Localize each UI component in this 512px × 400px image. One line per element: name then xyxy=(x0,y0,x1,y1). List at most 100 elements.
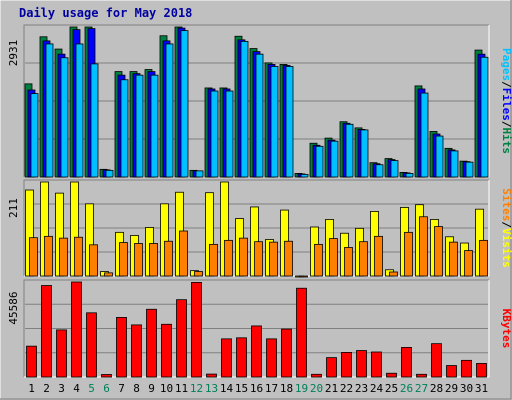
bar-sites-day-31 xyxy=(479,239,488,277)
legend-separator: / xyxy=(500,121,512,128)
bar-kbytes-day-15 xyxy=(236,337,247,378)
legend-item-visits: Visits xyxy=(500,228,512,268)
bar-pages-day-3 xyxy=(60,57,69,178)
day-label: 30 xyxy=(460,382,473,395)
bar-kbytes-day-22 xyxy=(341,352,352,378)
bar-pages-day-23 xyxy=(360,129,369,178)
day-label: 23 xyxy=(355,382,368,395)
bar-pages-day-30 xyxy=(465,161,474,178)
bar-kbytes-day-25 xyxy=(386,372,397,378)
bar-kbytes-day-21 xyxy=(326,357,337,378)
bar-sites-day-11 xyxy=(179,230,188,277)
day-label: 12 xyxy=(190,382,203,395)
bar-kbytes-day-18 xyxy=(281,328,292,378)
bar-pages-day-8 xyxy=(135,74,144,178)
day-label: 29 xyxy=(445,382,458,395)
bar-sites-day-9 xyxy=(149,243,158,277)
bar-pages-day-12 xyxy=(195,170,204,178)
bar-kbytes-day-12 xyxy=(191,281,202,378)
bar-pages-day-31 xyxy=(480,56,489,178)
bar-kbytes-day-14 xyxy=(221,338,232,378)
bar-sites-day-15 xyxy=(239,237,248,277)
bar-kbytes-day-20 xyxy=(311,373,322,378)
bar-pages-day-20 xyxy=(315,145,324,178)
bar-sites-day-25 xyxy=(389,271,398,277)
day-label: 7 xyxy=(118,382,125,395)
day-label: 4 xyxy=(73,382,80,395)
day-label: 2 xyxy=(43,382,50,395)
bar-sites-day-8 xyxy=(134,243,143,277)
bar-pages-day-6 xyxy=(105,169,114,178)
day-label: 10 xyxy=(160,382,173,395)
bar-kbytes-day-6 xyxy=(101,374,112,378)
day-label: 6 xyxy=(103,382,110,395)
bar-sites-day-13 xyxy=(209,243,218,277)
bar-pages-day-18 xyxy=(285,66,294,178)
bar-pages-day-29 xyxy=(450,150,459,178)
panel-legend: KBytes xyxy=(500,309,512,349)
bar-pages-day-17 xyxy=(270,66,279,178)
bar-pages-day-28 xyxy=(435,135,444,178)
bar-sites-day-23 xyxy=(359,241,368,277)
bar-sites-day-2 xyxy=(44,235,53,277)
bar-sites-day-14 xyxy=(224,239,233,277)
panel-max-label: 211 xyxy=(7,198,20,218)
legend-item-kbytes: KBytes xyxy=(500,309,512,349)
day-label: 18 xyxy=(280,382,293,395)
bar-pages-day-5 xyxy=(90,63,99,178)
panel-border-shadow xyxy=(23,179,489,276)
day-label: 24 xyxy=(370,382,384,395)
bar-sites-day-12 xyxy=(194,271,203,277)
bar-pages-day-2 xyxy=(45,43,54,178)
bar-sites-day-19 xyxy=(299,275,308,278)
hits-files-pages-panel: 2931 Pages/Files/Hits xyxy=(7,24,512,178)
visits-sites-panel: 211 Sites/Visits xyxy=(7,179,512,278)
bar-kbytes-day-3 xyxy=(56,329,67,378)
day-label: 28 xyxy=(430,382,443,395)
bar-pages-day-4 xyxy=(75,43,84,178)
bar-sites-day-30 xyxy=(464,250,473,277)
bar-kbytes-day-17 xyxy=(266,338,277,378)
bar-sites-day-29 xyxy=(449,241,458,277)
bar-kbytes-day-16 xyxy=(251,325,262,378)
day-label: 3 xyxy=(58,382,65,395)
bar-kbytes-day-30 xyxy=(461,359,472,378)
bar-kbytes-day-7 xyxy=(116,316,127,378)
day-label: 25 xyxy=(385,382,398,395)
panel-legend: Pages/Files/Hits xyxy=(500,48,512,154)
bar-kbytes-day-1 xyxy=(26,345,37,378)
bar-kbytes-day-29 xyxy=(446,365,457,378)
bar-kbytes-day-2 xyxy=(41,285,52,378)
panel-max-label: 45586 xyxy=(7,291,20,324)
bar-kbytes-day-11 xyxy=(176,299,187,378)
day-label: 13 xyxy=(205,382,218,395)
bar-kbytes-day-24 xyxy=(371,351,382,378)
bar-sites-day-4 xyxy=(74,236,83,277)
bar-kbytes-day-31 xyxy=(476,363,487,378)
day-label: 21 xyxy=(325,382,338,395)
day-label: 19 xyxy=(295,382,308,395)
bar-pages-day-13 xyxy=(210,90,219,178)
bar-pages-day-1 xyxy=(30,93,39,178)
legend-item-pages: Pages xyxy=(500,48,512,81)
bar-sites-day-10 xyxy=(164,240,173,277)
kbytes-panel: 45586 KBytes xyxy=(7,279,512,378)
bar-pages-day-21 xyxy=(330,140,339,178)
bar-sites-day-21 xyxy=(329,238,338,277)
panel-border-shadow xyxy=(23,279,489,377)
day-label: 5 xyxy=(88,382,95,395)
day-labels: 1 2 3 4 5 6 7 8 9 10 11 12 13 14 15 16 17 18 19 20 21 22 23 24 2… xyxy=(28,382,488,395)
day-label: 31 xyxy=(475,382,488,395)
bar-pages-day-26 xyxy=(405,173,414,178)
bar-kbytes-day-13 xyxy=(206,373,217,378)
bar-kbytes-day-23 xyxy=(356,350,367,378)
day-label: 14 xyxy=(220,382,234,395)
day-label: 15 xyxy=(235,382,248,395)
chart-title: Daily usage for May 2018 xyxy=(19,6,192,20)
bar-sites-day-22 xyxy=(344,247,353,277)
day-label: 27 xyxy=(415,382,428,395)
day-label: 8 xyxy=(133,382,140,395)
legend-item-sites: Sites xyxy=(500,188,512,221)
bar-pages-day-27 xyxy=(420,92,429,178)
bar-sites-day-18 xyxy=(284,240,293,277)
